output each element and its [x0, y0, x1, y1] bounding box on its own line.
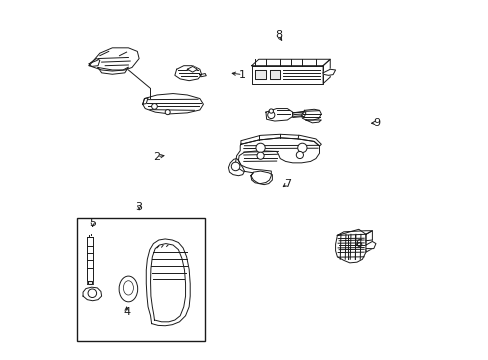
Polygon shape: [142, 98, 148, 104]
Polygon shape: [305, 120, 321, 123]
Polygon shape: [175, 66, 201, 81]
Polygon shape: [228, 158, 244, 176]
Circle shape: [151, 104, 157, 109]
Polygon shape: [89, 59, 100, 66]
Polygon shape: [365, 231, 372, 252]
Polygon shape: [146, 239, 190, 326]
Circle shape: [257, 152, 264, 159]
Polygon shape: [187, 66, 197, 72]
Text: 5: 5: [89, 218, 96, 228]
Text: 2: 2: [153, 152, 160, 162]
Polygon shape: [335, 229, 365, 263]
Ellipse shape: [123, 281, 133, 295]
Ellipse shape: [119, 276, 138, 302]
Circle shape: [268, 109, 273, 113]
Text: 4: 4: [123, 307, 130, 317]
Text: 3: 3: [135, 202, 142, 212]
Polygon shape: [88, 281, 92, 284]
Polygon shape: [251, 59, 329, 66]
Text: 7: 7: [283, 179, 290, 189]
Circle shape: [165, 110, 170, 114]
Polygon shape: [301, 109, 321, 120]
Text: 6: 6: [355, 239, 362, 249]
Text: 8: 8: [274, 30, 282, 40]
Text: 9: 9: [372, 118, 380, 128]
Polygon shape: [241, 134, 321, 146]
Polygon shape: [235, 138, 319, 184]
Polygon shape: [337, 231, 372, 235]
Circle shape: [267, 111, 274, 118]
Bar: [77, 217, 205, 341]
Circle shape: [88, 289, 97, 297]
Polygon shape: [200, 73, 206, 77]
Polygon shape: [365, 242, 375, 249]
Polygon shape: [323, 69, 335, 75]
Polygon shape: [150, 244, 185, 322]
Polygon shape: [87, 237, 93, 284]
Circle shape: [255, 143, 264, 153]
Polygon shape: [98, 67, 128, 74]
Text: 1: 1: [239, 69, 246, 80]
Circle shape: [296, 152, 303, 158]
Polygon shape: [89, 48, 139, 71]
Polygon shape: [83, 287, 102, 301]
Polygon shape: [255, 70, 265, 79]
Polygon shape: [292, 111, 305, 117]
Polygon shape: [142, 94, 203, 114]
Circle shape: [231, 162, 240, 171]
Polygon shape: [269, 70, 280, 79]
Polygon shape: [251, 66, 323, 84]
Circle shape: [297, 143, 306, 153]
Polygon shape: [250, 171, 272, 185]
Polygon shape: [323, 59, 329, 84]
Polygon shape: [265, 109, 292, 121]
